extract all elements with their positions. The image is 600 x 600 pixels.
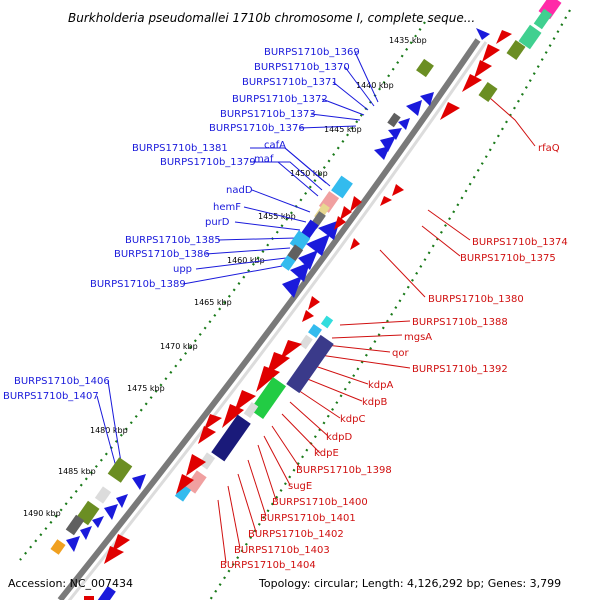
reverse-genes (84, 0, 562, 600)
gene-label: BURPS1710b_1400 (272, 497, 368, 508)
topology-text: Topology: circular; Length: 4,126,292 bp… (258, 577, 561, 590)
gene-label: BURPS1710b_1370 (254, 62, 350, 73)
kbp-label: 1445 kbp (324, 125, 362, 134)
kbp-label: 1435 kbp (389, 36, 427, 45)
kbp-label: 1480 kbp (90, 426, 128, 435)
gene-label: BURPS1710b_1403 (234, 545, 330, 556)
map-title: Burkholderia pseudomallei 1710b chromoso… (68, 11, 475, 25)
gene-label: BURPS1710b_1404 (220, 560, 316, 571)
gene-label: BURPS1710b_1385 (125, 235, 221, 246)
gene-label: BURPS1710b_1402 (248, 529, 344, 540)
gene-label: BURPS1710b_1406 (14, 376, 110, 387)
gene-label: BURPS1710b_1379 (160, 157, 256, 168)
accession-text: Accession: NC_007434 (8, 577, 133, 590)
gene-label: BURPS1710b_1373 (220, 109, 316, 120)
kbp-label: 1460 kbp (227, 256, 265, 265)
gene-label: BURPS1710b_1375 (460, 253, 556, 264)
gene-label: kdpE (314, 448, 339, 459)
kbp-label: 1440 kbp (356, 81, 394, 90)
gene-label: BURPS1710b_1374 (472, 237, 568, 248)
gene-label: nadD (226, 185, 253, 196)
gene-label: BURPS1710b_1389 (90, 279, 186, 290)
forward-genes (50, 28, 490, 555)
gene-label: maf (254, 154, 274, 165)
gene-label: BURPS1710b_1371 (242, 77, 338, 88)
gene-label: kdpB (362, 397, 387, 408)
gene-label: BURPS1710b_1369 (264, 47, 360, 58)
gene-label: BURPS1710b_1388 (412, 317, 508, 328)
kbp-label: 1470 kbp (160, 342, 198, 351)
gene-label: mgsA (404, 332, 432, 343)
forward-leader-lines (96, 51, 379, 475)
gene-label: kdpA (368, 380, 393, 391)
reverse-leader-lines (217, 97, 536, 564)
reverse-gene-labels: rfaQ BURPS1710b_1374 BURPS1710b_1375 BUR… (220, 143, 568, 571)
kbp-label: 1465 kbp (194, 298, 232, 307)
gene-label: kdpC (340, 414, 365, 425)
gene-label: qor (392, 348, 409, 359)
kbp-label: 1455 kbp (258, 212, 296, 221)
gene-label: BURPS1710b_1380 (428, 294, 524, 305)
kbp-scale: 1435 kbp 1440 kbp 1445 kbp 1450 kbp 1455… (23, 36, 427, 518)
gene-label: BURPS1710b_1392 (412, 364, 508, 375)
gene-label: cafA (264, 140, 286, 151)
gene-label: BURPS1710b_1386 (114, 249, 210, 260)
gene-label: BURPS1710b_1401 (260, 513, 356, 524)
gene-label: BURPS1710b_1407 (3, 391, 99, 402)
kbp-label: 1490 kbp (23, 509, 61, 518)
gene-label: rfaQ (538, 143, 560, 154)
gene-label: purD (205, 217, 230, 228)
inner-tick-ring (209, 9, 571, 600)
gene-label: BURPS1710b_1381 (132, 143, 228, 154)
gene-label: BURPS1710b_1398 (296, 465, 392, 476)
kbp-label: 1475 kbp (127, 384, 165, 393)
gene-label: kdpD (326, 432, 352, 443)
gene-label: sugE (288, 481, 312, 492)
chromosome-backbone (57, 38, 488, 600)
forward-gene-labels: BURPS1710b_1369 BURPS1710b_1370 BURPS171… (3, 47, 360, 402)
gene-label: BURPS1710b_1372 (232, 94, 328, 105)
kbp-label: 1485 kbp (58, 467, 96, 476)
gene-label: upp (173, 264, 192, 275)
kbp-label: 1450 kbp (290, 169, 328, 178)
gene-label: hemF (213, 202, 241, 213)
outer-tick-ring (19, 21, 426, 561)
gene-label: BURPS1710b_1376 (209, 123, 305, 134)
